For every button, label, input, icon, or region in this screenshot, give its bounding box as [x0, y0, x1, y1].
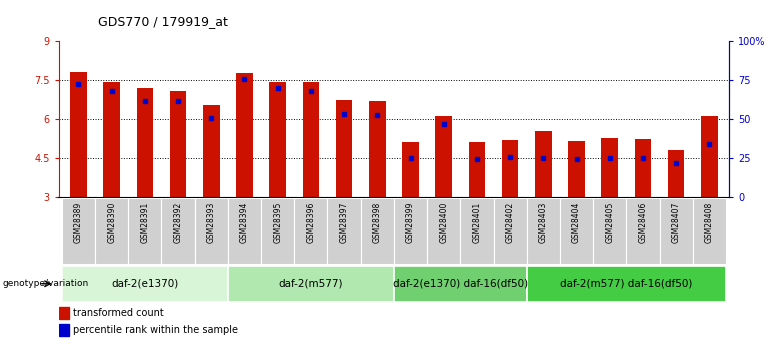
Bar	[62, 198, 95, 264]
Text: GSM28392: GSM28392	[173, 201, 183, 243]
Text: GSM28389: GSM28389	[74, 201, 83, 243]
Text: GSM28408: GSM28408	[705, 201, 714, 243]
Bar	[136, 88, 153, 197]
Bar	[328, 198, 360, 264]
Bar	[701, 116, 718, 197]
Text: genotype/variation: genotype/variation	[2, 279, 89, 288]
Bar	[95, 198, 128, 264]
Bar	[170, 90, 186, 197]
Bar	[303, 82, 319, 197]
Bar	[360, 198, 394, 264]
Text: GSM28398: GSM28398	[373, 201, 381, 243]
Bar	[526, 198, 560, 264]
Text: GSM28399: GSM28399	[406, 201, 415, 243]
Text: daf-2(e1370) daf-16(df50): daf-2(e1370) daf-16(df50)	[393, 279, 528, 289]
Bar	[435, 116, 452, 197]
Bar	[660, 198, 693, 264]
Bar	[560, 198, 593, 264]
Bar	[460, 198, 494, 264]
Bar	[593, 198, 626, 264]
Bar	[535, 131, 551, 197]
Bar	[394, 266, 526, 302]
Bar	[228, 266, 394, 302]
Text: GSM28395: GSM28395	[273, 201, 282, 243]
Bar	[369, 101, 385, 197]
Bar	[502, 140, 519, 197]
Text: transformed count: transformed count	[73, 308, 163, 318]
Bar	[693, 198, 726, 264]
Bar	[469, 142, 485, 197]
Text: GSM28393: GSM28393	[207, 201, 216, 243]
Bar	[70, 72, 87, 197]
Text: GSM28400: GSM28400	[439, 201, 448, 243]
Bar	[236, 73, 253, 197]
Bar	[62, 266, 228, 302]
Text: GSM28404: GSM28404	[572, 201, 581, 243]
Bar	[402, 142, 419, 197]
Bar	[569, 141, 585, 197]
Text: GSM28406: GSM28406	[639, 201, 647, 243]
Bar	[394, 198, 427, 264]
Bar	[103, 81, 120, 197]
Bar	[128, 198, 161, 264]
Bar	[195, 198, 228, 264]
Bar	[494, 198, 526, 264]
Text: GDS770 / 179919_at: GDS770 / 179919_at	[98, 14, 228, 28]
Bar	[161, 198, 195, 264]
Text: GSM28397: GSM28397	[339, 201, 349, 243]
Bar	[635, 139, 651, 197]
Bar	[335, 100, 353, 197]
Bar	[269, 81, 286, 197]
Text: GSM28407: GSM28407	[672, 201, 681, 243]
Text: GSM28403: GSM28403	[539, 201, 548, 243]
Text: GSM28402: GSM28402	[505, 201, 515, 243]
Bar	[58, 307, 69, 319]
Bar	[261, 198, 294, 264]
Text: GSM28396: GSM28396	[307, 201, 315, 243]
Bar	[668, 150, 685, 197]
Bar	[294, 198, 328, 264]
Text: GSM28390: GSM28390	[107, 201, 116, 243]
Bar	[228, 198, 261, 264]
Text: GSM28391: GSM28391	[140, 201, 149, 243]
Text: GSM28394: GSM28394	[240, 201, 249, 243]
Bar	[203, 105, 219, 197]
Text: daf-2(m577): daf-2(m577)	[278, 279, 343, 289]
Text: GSM28401: GSM28401	[473, 201, 481, 243]
Bar	[601, 138, 618, 197]
Text: daf-2(e1370): daf-2(e1370)	[112, 279, 179, 289]
Text: GSM28405: GSM28405	[605, 201, 615, 243]
Bar	[427, 198, 460, 264]
Text: percentile rank within the sample: percentile rank within the sample	[73, 325, 238, 335]
Text: daf-2(m577) daf-16(df50): daf-2(m577) daf-16(df50)	[560, 279, 693, 289]
Bar	[58, 324, 69, 336]
Bar	[626, 198, 660, 264]
Bar	[526, 266, 726, 302]
